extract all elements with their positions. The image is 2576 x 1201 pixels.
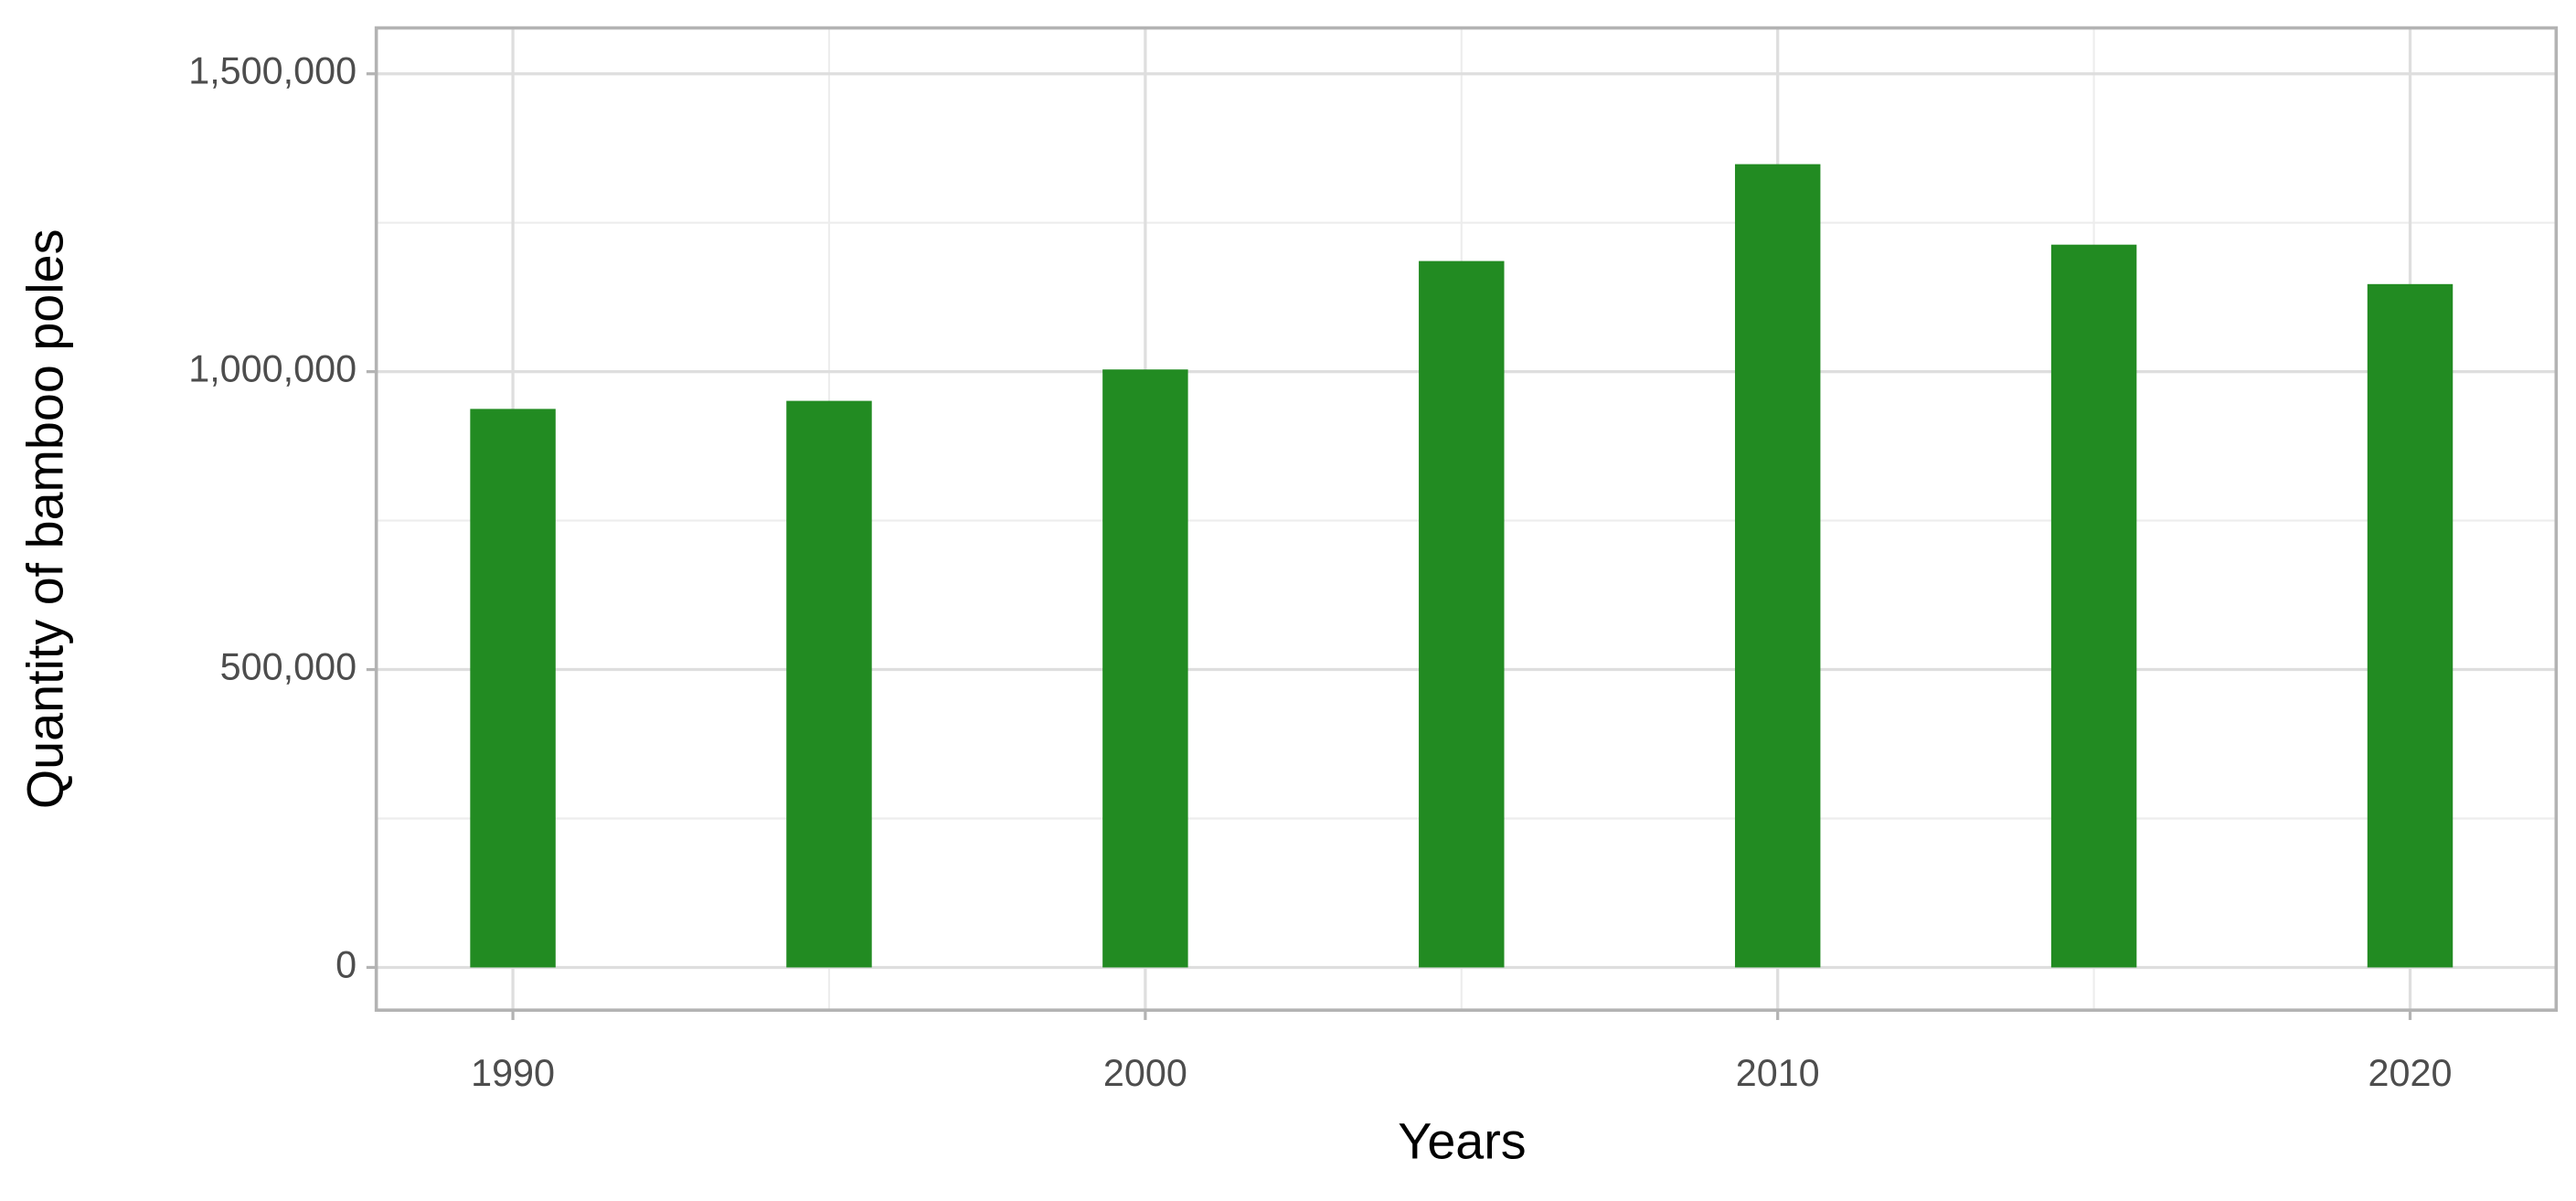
x-axis-title: Years (1398, 1112, 1526, 1169)
bar (1102, 369, 1188, 968)
bar (1734, 164, 1821, 968)
bar (2050, 244, 2137, 968)
x-tick-label: 2010 (1736, 1052, 1820, 1094)
panel-border (374, 26, 2559, 1012)
bar (470, 409, 556, 968)
bar (1419, 260, 1505, 968)
y-tick-label: 0 (335, 943, 357, 985)
y-tick-label: 500,000 (220, 645, 357, 687)
bar (786, 400, 872, 968)
y-axis-title: Quantity of bamboo poles (17, 229, 74, 810)
x-tick-label: 2000 (1103, 1052, 1187, 1094)
y-tick-label: 1,000,000 (188, 348, 357, 390)
y-tick-label: 1,500,000 (188, 50, 357, 92)
x-tick-label: 1990 (471, 1052, 555, 1094)
bar (2367, 283, 2454, 968)
x-tick-label: 2020 (2368, 1052, 2453, 1094)
